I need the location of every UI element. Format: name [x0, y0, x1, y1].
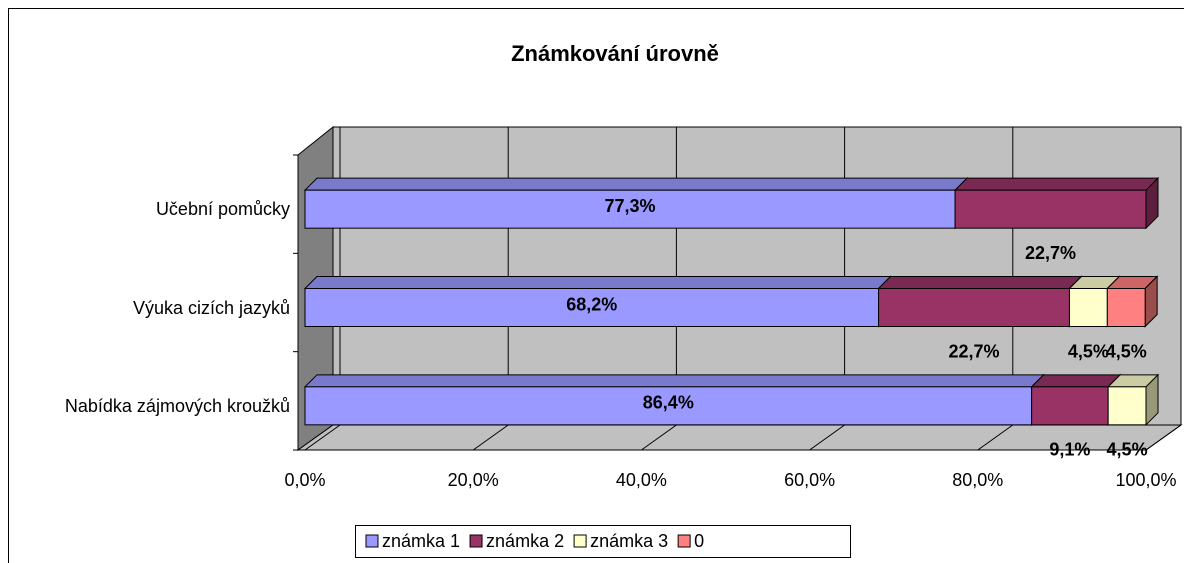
legend: známka 1 známka 2 známka 3 0 — [355, 525, 851, 558]
data-label: 22,7% — [1025, 243, 1076, 263]
floor-grid-line — [472, 424, 509, 451]
legend-label: známka 2 — [486, 531, 564, 551]
legend-label: známka 1 — [382, 531, 460, 551]
x-tick-label: 40,0% — [616, 470, 667, 490]
floor-grid-line — [641, 424, 677, 451]
bar — [1106, 288, 1146, 327]
x-tick-label: 100,0% — [1115, 470, 1176, 490]
x-tick-label: 0,0% — [284, 470, 325, 490]
data-label: 22,7% — [948, 341, 999, 361]
legend-box — [355, 525, 851, 558]
floor-grid-line — [809, 424, 845, 451]
data-label: 86,4% — [643, 393, 694, 413]
y-tick-label: Nabídka zájmových kroužků — [64, 395, 290, 416]
bar-top — [877, 276, 1083, 289]
data-label: 68,2% — [566, 294, 617, 314]
data-label: 77,3% — [605, 196, 656, 216]
bar — [954, 189, 1147, 229]
bar-top — [303, 276, 892, 289]
data-label: 4,5% — [1068, 341, 1109, 361]
y-tick-label: Učební pomůcky — [155, 199, 290, 220]
bar — [1068, 288, 1108, 327]
x-tick-label: 80,0% — [952, 470, 1003, 490]
legend-swatch — [365, 534, 379, 548]
data-label: 4,5% — [1107, 440, 1148, 460]
bar — [304, 288, 880, 327]
bar-top — [303, 177, 969, 191]
floor-grid-line — [1145, 424, 1182, 451]
bar — [304, 386, 1033, 426]
bar — [1031, 386, 1109, 426]
category-label-box: Výuka cizích jazyků — [133, 278, 290, 338]
legend-swatch — [469, 534, 483, 548]
data-label: 9,1% — [1049, 440, 1090, 460]
legend-label: známka 3 — [590, 531, 668, 551]
bar — [878, 288, 1070, 327]
x-tick-label: 60,0% — [784, 470, 835, 490]
chart-title: Známkování úrovně — [511, 41, 719, 66]
category-label-box: Nabídka zájmových kroužků — [65, 376, 290, 436]
bar — [1107, 386, 1147, 426]
legend-swatch — [677, 534, 691, 548]
bar-top — [1030, 374, 1122, 388]
bar-top — [953, 177, 1160, 191]
category-label-box: Učební pomůcky — [156, 179, 290, 239]
floor-grid-line — [304, 424, 341, 451]
x-tick-label: 20,0% — [448, 470, 499, 490]
legend-swatch — [573, 534, 587, 548]
floor-grid-line — [977, 424, 1014, 451]
data-label: 4,5% — [1106, 341, 1147, 361]
bar-top — [303, 374, 1045, 388]
y-tick-label: Výuka cizích jazyků — [132, 297, 290, 318]
legend-label: 0 — [694, 531, 704, 551]
bar — [304, 189, 956, 229]
